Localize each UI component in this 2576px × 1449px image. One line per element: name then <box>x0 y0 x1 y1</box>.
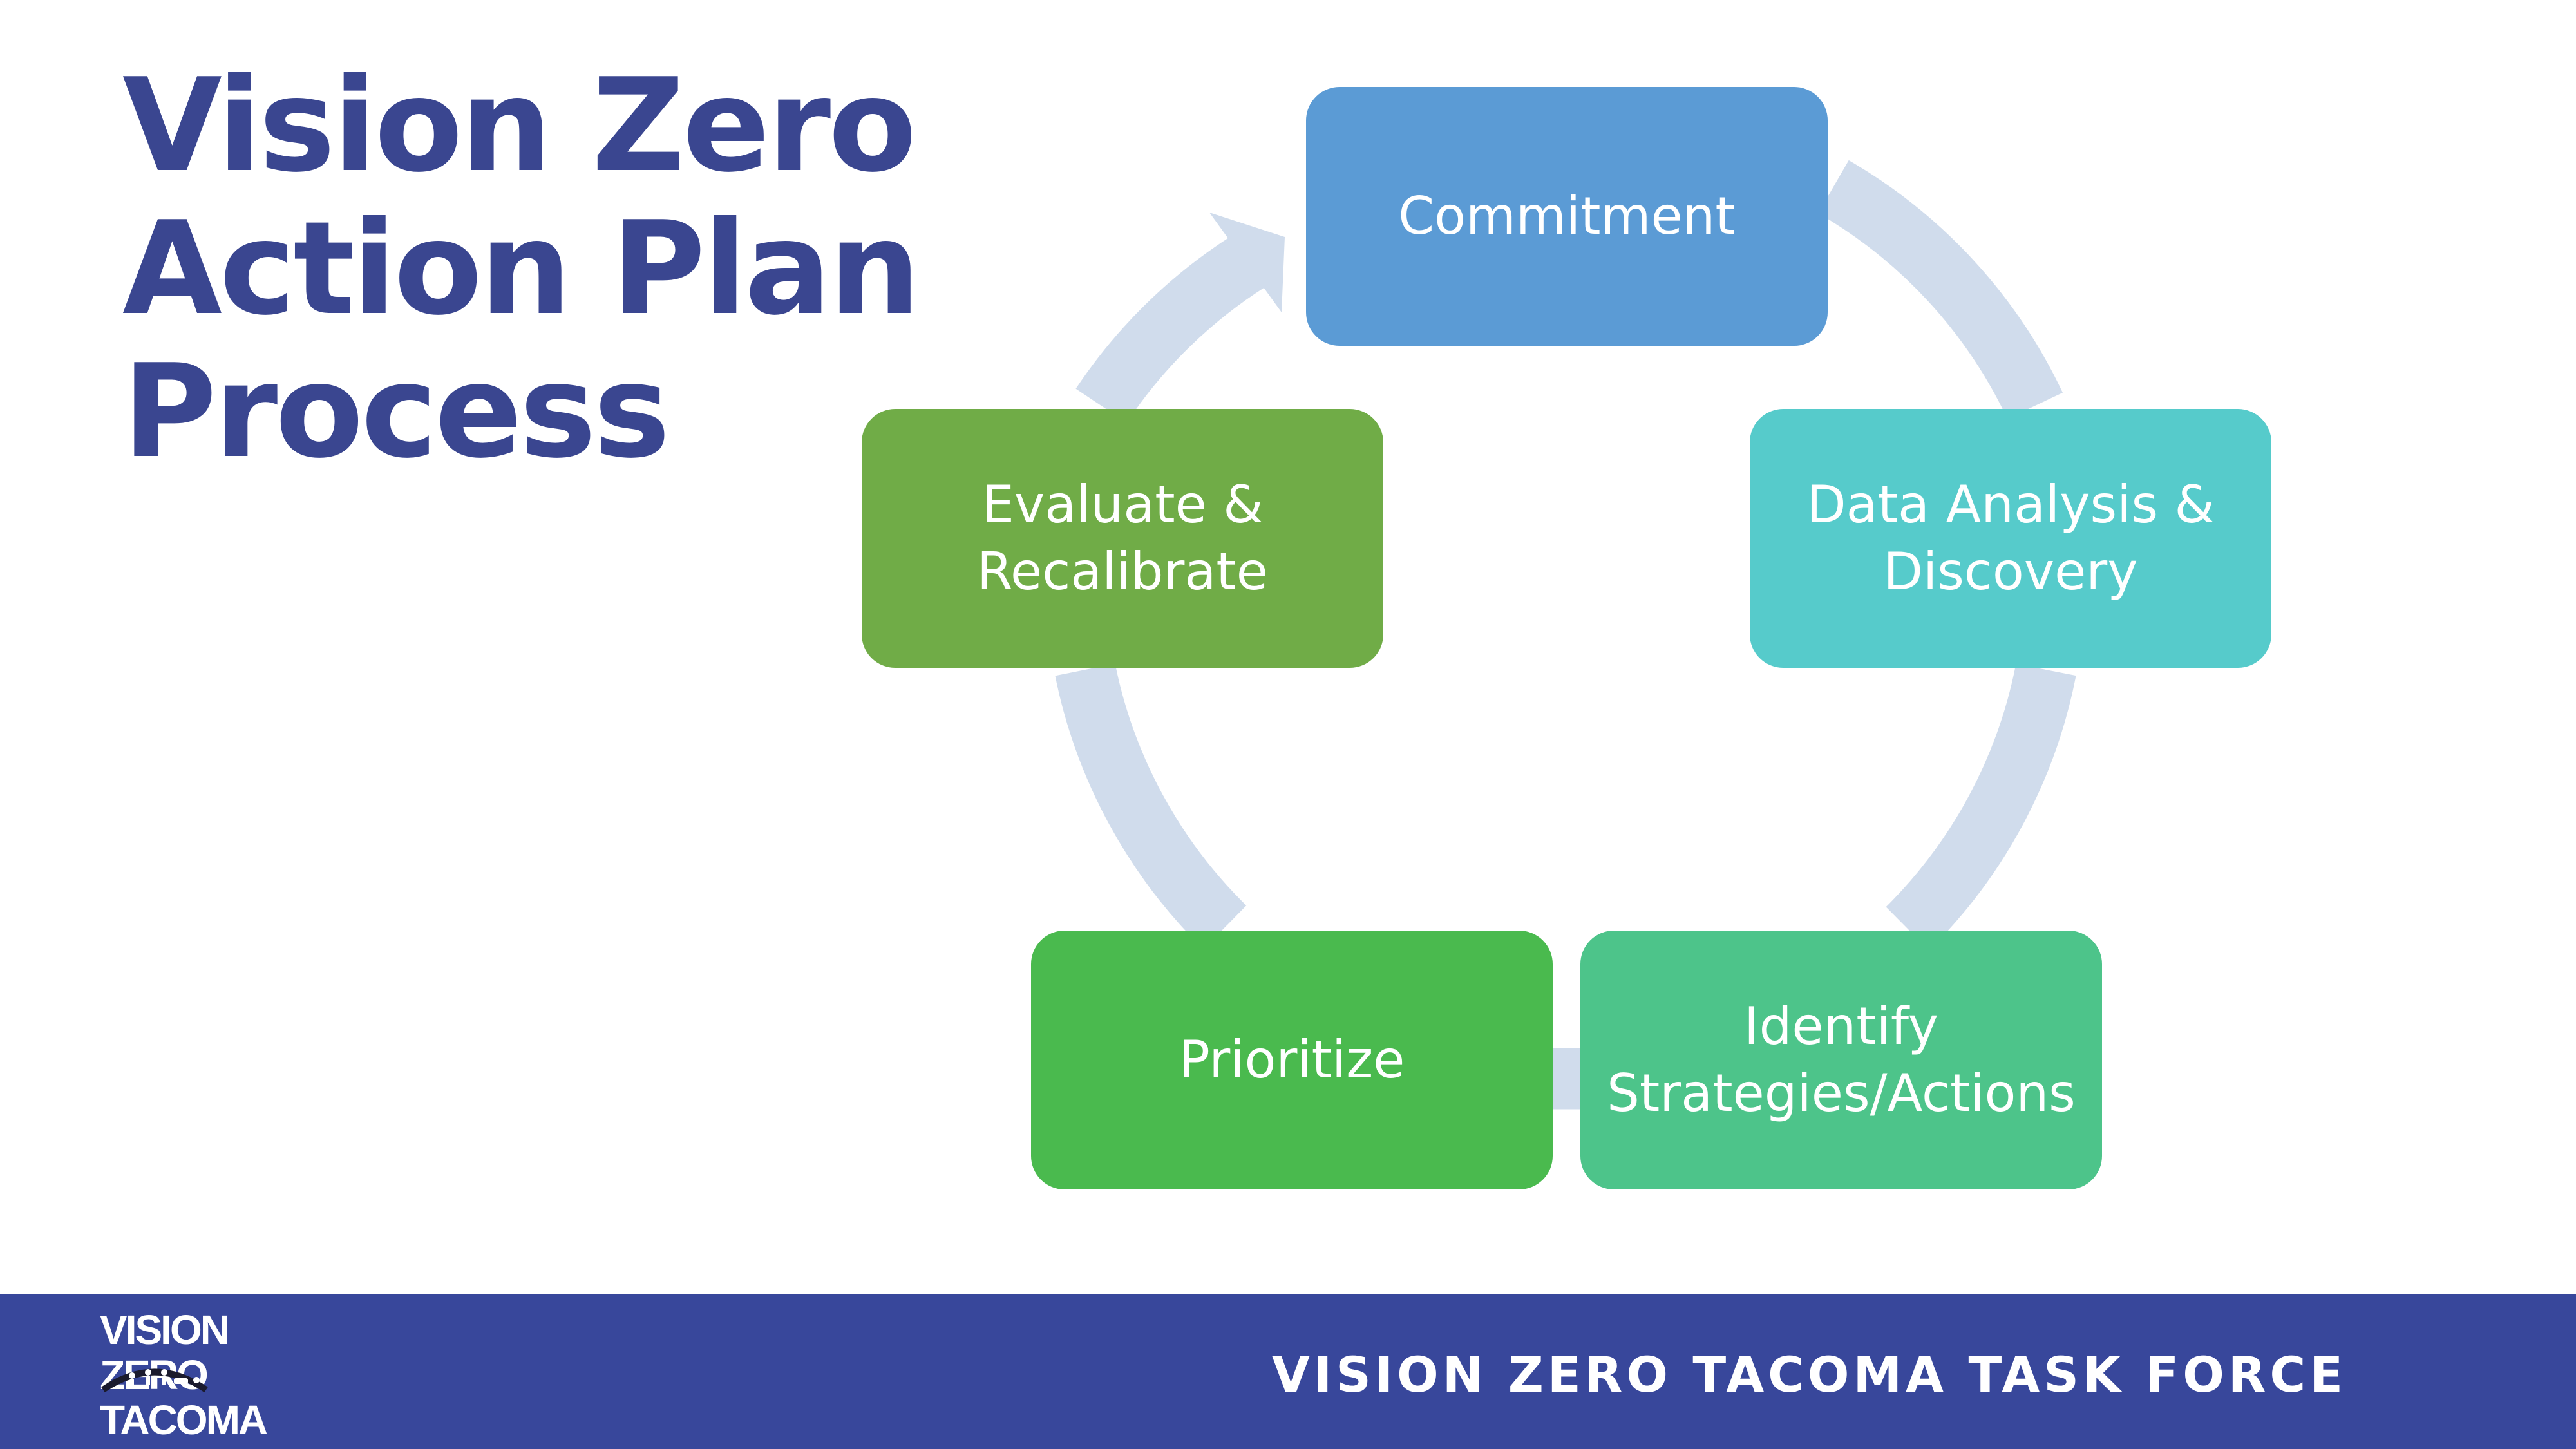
ring-arrowhead <box>1209 213 1285 312</box>
step-identify-strategies: Identify Strategies/Actions <box>1580 931 2102 1189</box>
step-prioritize: Prioritize <box>1031 931 1553 1189</box>
ring-arc-evaluate-to-commitment <box>1075 234 1266 423</box>
step-data-analysis-label: Data Analysis & Discovery <box>1806 475 2215 601</box>
step-evaluate-recalibrate: Evaluate & Recalibrate <box>862 409 1383 668</box>
footer-tagline: VISION ZERO TACOMA TASK FORCE <box>1272 1346 2347 1403</box>
step-evaluate-recalibrate-label: Evaluate & Recalibrate <box>977 475 1268 601</box>
logo-line-1: VISION <box>100 1307 230 1353</box>
title-line-3: Process <box>122 337 670 487</box>
step-data-analysis: Data Analysis & Discovery <box>1750 409 2271 668</box>
title-line-1: Vision Zero <box>122 51 917 201</box>
ring-arc-prioritize-to-evaluate <box>1055 663 1247 949</box>
slide-title: Vision Zero Action Plan Process <box>122 51 920 487</box>
vision-zero-tacoma-logo: VISION ZERO TACOMA <box>100 1307 268 1443</box>
footer-bar: VISION ZERO TACOMA VISION ZERO TACOMA TA… <box>0 1294 2576 1449</box>
ring-arc-data-to-identify <box>1886 663 2076 951</box>
title-line-2: Action Plan <box>122 194 920 344</box>
ring-arc-commitment-to-data <box>1818 160 2063 419</box>
logo-pedestrian-icons <box>101 1368 208 1393</box>
step-prioritize-label: Prioritize <box>1179 1030 1405 1090</box>
step-commitment-label: Commitment <box>1398 186 1736 246</box>
step-identify-strategies-label: Identify Strategies/Actions <box>1607 996 2076 1123</box>
logo-line-3: TACOMA <box>100 1397 268 1443</box>
step-commitment: Commitment <box>1306 87 1828 346</box>
cycle-ring <box>1055 160 2076 1110</box>
